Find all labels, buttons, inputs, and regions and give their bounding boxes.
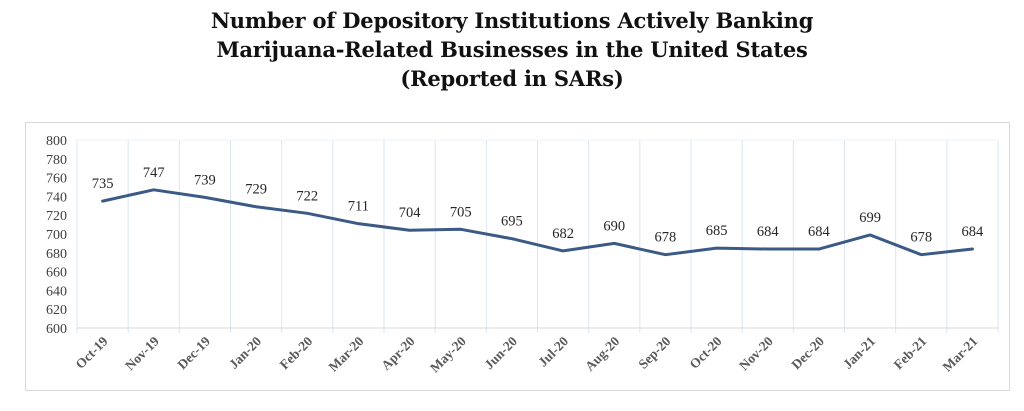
x-tick-label: Aug-20 <box>582 333 622 373</box>
y-axis: 600 620 640 660 680 700 720 740 760 780 800 <box>46 134 67 337</box>
x-tick-label: Nov-19 <box>122 333 162 373</box>
x-tick-label: Oct-19 <box>73 333 111 371</box>
series-group <box>101 188 974 257</box>
data-label: 699 <box>859 210 881 226</box>
x-tick-label: Mar-20 <box>326 333 367 374</box>
chart-title-line-1: Number of Depository Institutions Active… <box>210 8 814 33</box>
y-tick-label: 660 <box>46 266 67 281</box>
y-tick-label: 760 <box>46 172 67 187</box>
data-label: 678 <box>655 230 677 246</box>
x-tick-label: May-20 <box>427 333 469 375</box>
x-tick-label: Dec-20 <box>788 333 827 372</box>
data-label: 729 <box>245 182 267 198</box>
chart-title-line-2: Marijuana-Related Businesses in the Unit… <box>216 37 808 62</box>
chart-title-line-3: (Reported in SARs) <box>400 66 624 91</box>
y-tick-label: 600 <box>46 322 67 337</box>
x-tick-label: Oct-20 <box>687 333 725 371</box>
x-tick-label: Jan-21 <box>840 333 878 371</box>
y-tick-label: 800 <box>46 134 67 149</box>
y-tick-label: 720 <box>46 209 67 224</box>
x-tick-label: Jul-20 <box>535 333 571 369</box>
y-tick-label: 680 <box>46 247 67 262</box>
y-tick-label: 740 <box>46 190 67 205</box>
data-label: 711 <box>348 199 369 215</box>
data-label: 690 <box>603 218 625 234</box>
x-tick-label: Feb-20 <box>277 333 316 372</box>
x-axis: Oct-19 Nov-19 Dec-19 Jan-20 Feb-20 Mar-20 Apr-… <box>73 327 998 375</box>
y-tick-label: 780 <box>46 153 67 168</box>
series-line <box>101 188 974 257</box>
gridlines <box>76 139 999 333</box>
y-tick-label: 620 <box>46 303 67 318</box>
data-label: 684 <box>808 224 831 240</box>
data-label: 722 <box>296 188 318 204</box>
data-label: 682 <box>552 226 574 242</box>
data-label: 704 <box>399 205 422 221</box>
y-tick-label: 640 <box>46 284 67 299</box>
data-label: 695 <box>501 214 523 230</box>
x-tick-label: Mar-21 <box>940 333 981 374</box>
chart-title: Number of Depository Institutions Active… <box>0 6 1024 93</box>
data-label: 705 <box>450 204 472 220</box>
x-tick-label: Sep-20 <box>635 333 673 371</box>
x-tick-label: Nov-20 <box>736 333 776 373</box>
data-label: 739 <box>194 172 216 188</box>
data-label: 735 <box>92 176 114 192</box>
data-label: 678 <box>910 230 932 246</box>
x-tick-label: Jan-20 <box>226 333 264 371</box>
x-tick-label: Feb-21 <box>891 333 930 372</box>
y-tick-label: 700 <box>46 228 67 243</box>
data-label: 747 <box>143 165 165 181</box>
data-labels: 735 747 739 729 722 711 704 705 695 682 690 678 685 6… <box>92 165 984 246</box>
data-label: 685 <box>706 223 728 239</box>
x-tick-label: Dec-19 <box>174 333 213 372</box>
data-label: 684 <box>962 224 985 240</box>
chart-frame <box>25 122 1010 391</box>
x-tick-label: Apr-20 <box>378 333 418 373</box>
x-tick-label: Jun-20 <box>481 333 520 372</box>
data-label: 684 <box>757 224 780 240</box>
